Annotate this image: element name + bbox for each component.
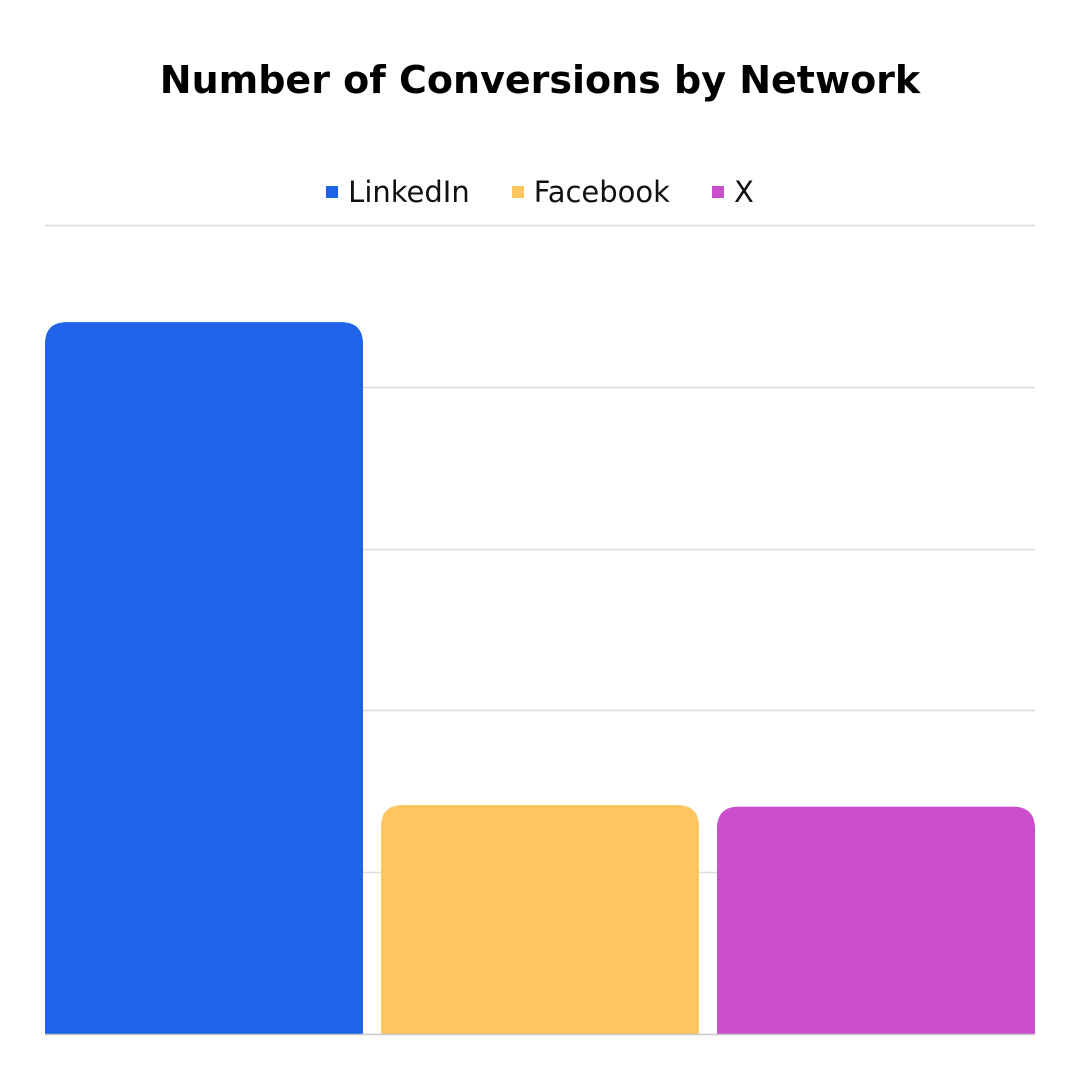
chart-title: Number of Conversions by Network — [159, 58, 921, 102]
legend-swatch-x — [711, 186, 724, 198]
bar-facebook — [381, 805, 699, 1034]
bar-x — [717, 806, 1035, 1034]
legend-label-x: X — [733, 175, 754, 209]
legend-item-facebook: Facebook — [511, 175, 670, 209]
legend-item-linkedin: LinkedIn — [326, 175, 470, 209]
bar-linkedin — [45, 322, 363, 1035]
legend-label-linkedin: LinkedIn — [348, 175, 470, 209]
legend-swatch-facebook — [511, 186, 524, 198]
legend-item-x: X — [711, 175, 754, 209]
chart-legend: LinkedIn Facebook X — [0, 170, 1080, 214]
legend-label-facebook: Facebook — [533, 175, 670, 209]
legend-swatch-linkedin — [326, 186, 339, 198]
